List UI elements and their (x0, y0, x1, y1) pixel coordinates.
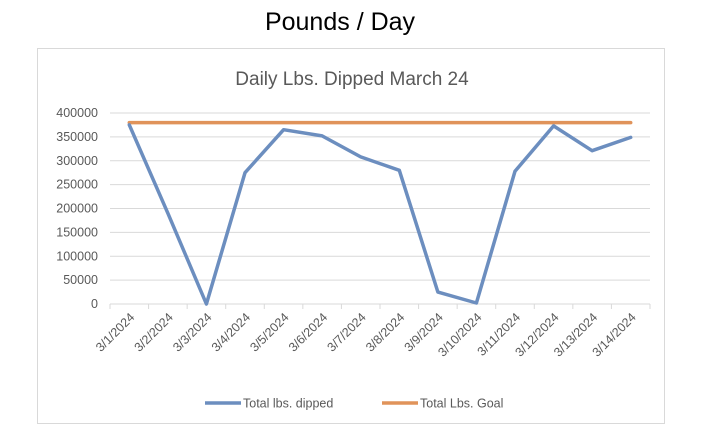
y-tick-label: 200000 (56, 202, 98, 216)
legend: Total lbs. dipped Total Lbs. Goal (205, 397, 503, 411)
chart-frame (37, 48, 665, 424)
y-tick-label: 300000 (56, 154, 98, 168)
series-lines (127, 120, 633, 306)
x-tick-label: 3/6/2024 (286, 310, 330, 354)
legend-label: Total Lbs. Goal (420, 397, 503, 411)
x-tick-label: 3/7/2024 (325, 310, 369, 354)
x-tick-label: 3/4/2024 (209, 310, 253, 354)
y-tick-label: 100000 (56, 249, 98, 263)
y-tick-label: 150000 (56, 225, 98, 239)
page-title: Pounds / Day (264, 8, 416, 36)
y-tick-label: 50000 (63, 273, 98, 287)
gridlines (110, 112, 650, 305)
x-axis-ticks: 3/1/20243/2/20243/3/20243/4/20243/5/2024… (93, 304, 651, 359)
series-line (127, 123, 633, 306)
x-tick-label: 3/2/2024 (132, 310, 176, 354)
y-tick-label: 400000 (56, 106, 98, 120)
x-tick-label: 3/3/2024 (170, 310, 214, 354)
chart-title: Daily Lbs. Dipped March 24 (235, 69, 469, 90)
x-tick-label: 3/8/2024 (363, 310, 407, 354)
y-tick-label: 250000 (56, 178, 98, 192)
legend-label: Total lbs. dipped (243, 397, 333, 411)
y-axis-ticks: 0 50000 100000 150000 200000 250000 300000 3500… (56, 106, 98, 311)
x-tick-label: 3/5/2024 (247, 310, 291, 354)
x-tick-label: 3/1/2024 (93, 310, 137, 354)
y-tick-label: 0 (91, 297, 98, 311)
y-tick-label: 350000 (56, 130, 98, 144)
